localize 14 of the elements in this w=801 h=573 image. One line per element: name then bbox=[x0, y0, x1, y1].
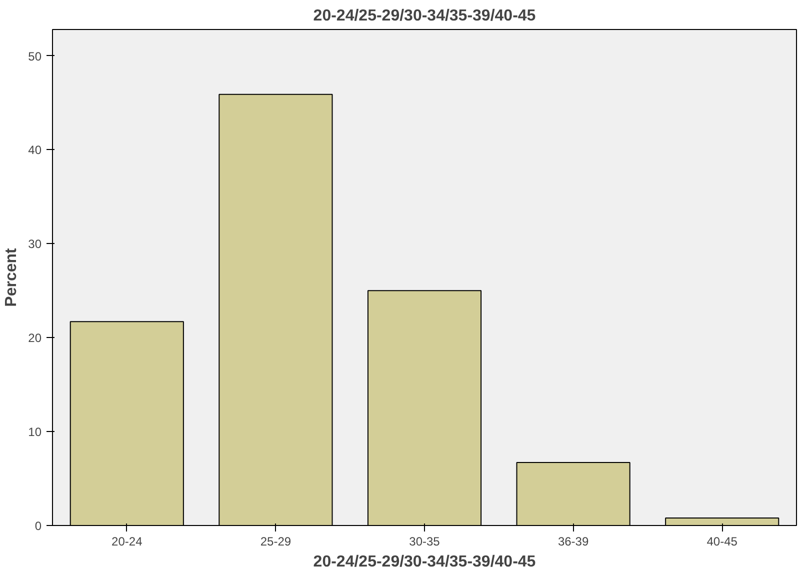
chart-title: 20-24/25-29/30-34/35-39/40-45 bbox=[313, 8, 536, 24]
x-tick-label: 25-29 bbox=[260, 534, 292, 548]
y-axis-title: Percent bbox=[3, 247, 20, 307]
x-tick-label: 40-45 bbox=[706, 534, 738, 548]
y-tick-label: 40 bbox=[28, 143, 42, 158]
y-tick-label: 10 bbox=[28, 425, 42, 440]
x-tick-label: 20-24 bbox=[112, 534, 143, 548]
x-tick-label: 36-39 bbox=[558, 534, 589, 548]
x-tick-label: 30-35 bbox=[409, 534, 440, 548]
x-axis-title: 20-24/25-29/30-34/35-39/40-45 bbox=[313, 554, 536, 570]
y-tick-label: 20 bbox=[28, 331, 42, 346]
y-tick-label: 30 bbox=[28, 237, 42, 252]
y-tick-label: 50 bbox=[28, 49, 42, 64]
y-tick-label: 0 bbox=[34, 519, 42, 533]
